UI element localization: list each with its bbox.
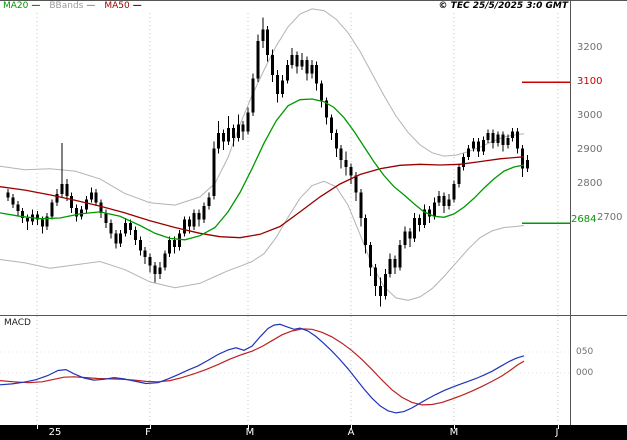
time-axis-tick (558, 425, 559, 429)
legend-ma50-line-swatch: — (132, 1, 142, 11)
legend-ma50-label: MA50 (104, 1, 130, 11)
legend-item-ma20: MA20— (3, 1, 40, 11)
price-axis-label-2900: 2900 (577, 144, 603, 155)
time-axis-tick (248, 425, 249, 429)
macd-chart-panel (0, 316, 570, 425)
legend-bbands-line-swatch: — (86, 1, 96, 11)
legend-item-bbands: BBands — (49, 1, 95, 11)
price-axis-label-2700: 2700 (597, 212, 623, 223)
time-axis-tick (150, 425, 151, 429)
time-axis-tick (37, 425, 38, 429)
chart-top-border (0, 0, 627, 1)
legend-bbands-label: BBands (49, 1, 84, 11)
price-axis-label-2800: 2800 (577, 178, 603, 189)
time-axis-tick (454, 425, 455, 429)
price-axis-label-3200: 3200 (577, 42, 603, 53)
month-label-F: F (145, 427, 151, 438)
macd-axis-label-050: 050 (576, 347, 594, 357)
panel-separator-line (0, 315, 627, 316)
time-axis-bar: 25 F M A M J (0, 425, 627, 440)
copyright-text: © TEC 25/5/2025 3:0 GMT (438, 1, 568, 11)
month-label-A: A (347, 427, 355, 438)
price-axis-label-3100: 3100 (577, 76, 603, 87)
month-label-J: J (555, 427, 559, 438)
price-axis-label-3000: 3000 (577, 110, 603, 121)
month-label-M: M (245, 427, 255, 438)
time-axis-tick (351, 425, 352, 429)
month-label-M: M (449, 427, 459, 438)
macd-axis-label-000: 000 (576, 368, 594, 378)
chart-legend: MA20— BBands — MA50— (3, 1, 142, 11)
axis-border-line (570, 0, 571, 425)
macd-panel-title: MACD (4, 318, 31, 328)
price-chart-panel (0, 8, 570, 316)
price-axis-label-2684: 2684 (571, 214, 597, 225)
month-label-25: 25 (48, 427, 62, 438)
legend-ma20-label: MA20 (3, 1, 29, 11)
legend-ma20-line-swatch: — (31, 1, 41, 11)
legend-item-ma50: MA50— (104, 1, 141, 11)
